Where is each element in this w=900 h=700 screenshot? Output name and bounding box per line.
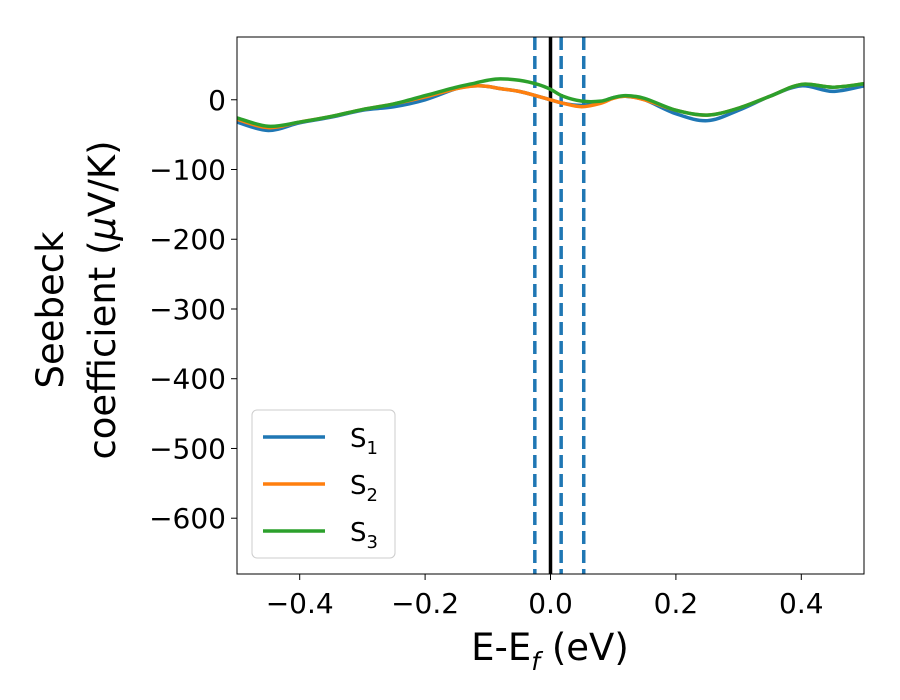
y-tick-label: −400 xyxy=(149,363,226,396)
x-axis-label: E-Ef (eV) xyxy=(471,626,629,676)
x-tick-label: 0.0 xyxy=(528,587,573,620)
y-tick-label: −200 xyxy=(149,223,226,256)
y-tick-label: −300 xyxy=(149,293,226,326)
y-tick-label: −500 xyxy=(149,432,226,465)
legend-label-s1: S1 xyxy=(350,424,378,459)
x-tick-label: 0.2 xyxy=(654,587,699,620)
legend-label-s3: S3 xyxy=(350,518,378,553)
y-tick-label: 0 xyxy=(208,84,226,117)
y-tick-label: −100 xyxy=(149,154,226,187)
y-axis-label-line1: Seebeck xyxy=(29,231,72,389)
tick-group: −0.4 −0.2 0.0 0.2 0.4 0 −100 −200 −300 −400 −500 −6… xyxy=(149,84,823,620)
y-tick-label: −600 xyxy=(149,502,226,535)
legend-label-s2: S2 xyxy=(350,471,378,506)
x-tick-label: −0.2 xyxy=(391,587,459,620)
x-tick-label: −0.4 xyxy=(266,587,334,620)
series-line-s3 xyxy=(237,77,864,129)
y-axis-label-line2: coefficient (μV/K) xyxy=(81,140,124,459)
x-tick-label: 0.4 xyxy=(779,587,824,620)
legend: S1 S2 S3 xyxy=(251,409,396,559)
plot-area xyxy=(237,37,864,574)
